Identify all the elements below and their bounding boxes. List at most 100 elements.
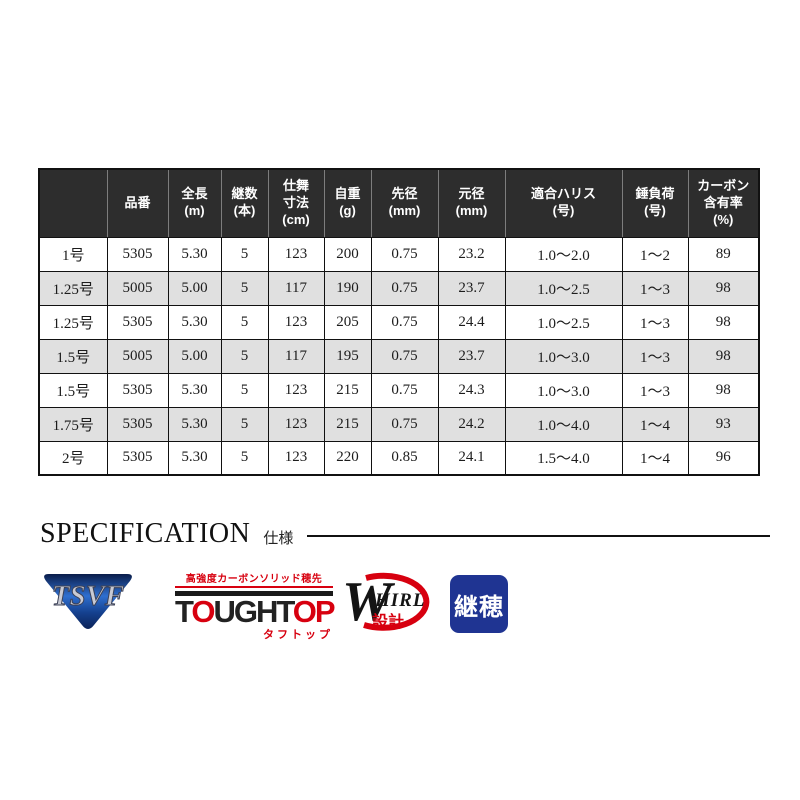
cell: 23.7 xyxy=(437,270,506,306)
col-header-weight: 自重 (g) xyxy=(323,168,372,238)
table-row: 1.25号 5305 5.30 5 123 205 0.75 24.4 1.0〜2.5 1〜3 98 xyxy=(38,304,760,340)
cell: 0.75 xyxy=(370,236,439,272)
cell: 117 xyxy=(267,338,325,374)
toughtop-tagline: 高強度カーボンソリッド穂先 xyxy=(175,570,333,588)
cell: 1.0〜3.0 xyxy=(504,372,623,408)
svg-text:設計: 設計 xyxy=(372,612,404,631)
col-header-butt-diameter: 元径 (mm) xyxy=(437,168,506,238)
col-header-sinker-load: 錘負荷 (号) xyxy=(621,168,689,238)
cell: 1〜3 xyxy=(621,338,689,374)
section-subtitle: 仕様 xyxy=(263,529,294,547)
cell: 190 xyxy=(323,270,372,306)
svg-text:TSVF: TSVF xyxy=(52,580,125,612)
cell: 215 xyxy=(323,406,372,442)
row-label: 1.25号 xyxy=(38,304,108,340)
cell: 89 xyxy=(687,236,760,272)
tsugiho-badge: 継穂 xyxy=(450,575,508,633)
cell: 5005 xyxy=(106,338,169,374)
cell: 98 xyxy=(687,372,760,408)
toughtop-wordmark: TOUGHTOP xyxy=(175,591,336,627)
cell: 5 xyxy=(220,338,269,374)
cell: 5 xyxy=(220,440,269,476)
cell: 98 xyxy=(687,304,760,340)
cell: 96 xyxy=(687,440,760,476)
spec-table-body: 1号 5305 5.30 5 123 200 0.75 23.2 1.0〜2.0 1〜2 89 1.2… xyxy=(38,236,760,476)
toughtop-katakana: タフトップ xyxy=(263,629,333,641)
cell: 5 xyxy=(220,236,269,272)
cell: 5.30 xyxy=(167,440,222,476)
cell: 0.75 xyxy=(370,304,439,340)
cell: 24.2 xyxy=(437,406,506,442)
tsugiho-label: 継穂 xyxy=(454,593,504,621)
cell: 24.4 xyxy=(437,304,506,340)
cell: 1〜3 xyxy=(621,304,689,340)
table-row: 1.25号 5005 5.00 5 117 190 0.75 23.7 1.0〜2.5 1〜3 98 xyxy=(38,270,760,306)
cell: 5 xyxy=(220,372,269,408)
col-header-item-number: 品番 xyxy=(106,168,169,238)
row-label: 1号 xyxy=(38,236,108,272)
cell: 123 xyxy=(267,406,325,442)
cell: 117 xyxy=(267,270,325,306)
col-header-total-length: 全長 (m) xyxy=(167,168,222,238)
cell: 0.75 xyxy=(370,372,439,408)
cell: 123 xyxy=(267,236,325,272)
cell: 1〜4 xyxy=(621,440,689,476)
cell: 5 xyxy=(220,270,269,306)
cell: 24.1 xyxy=(437,440,506,476)
cell: 1.5〜4.0 xyxy=(504,440,623,476)
tsvf-logo: TSVF xyxy=(38,569,138,635)
table-row: 2号 5305 5.30 5 123 220 0.85 24.1 1.5〜4.0 1〜4 96 xyxy=(38,440,760,476)
cell: 98 xyxy=(687,338,760,374)
cell: 1〜2 xyxy=(621,236,689,272)
table-row: 1.5号 5305 5.30 5 123 215 0.75 24.3 1.0〜3.0 1〜3 98 xyxy=(38,372,760,408)
cell: 1.0〜4.0 xyxy=(504,406,623,442)
cell: 5.00 xyxy=(167,270,222,306)
cell: 5305 xyxy=(106,440,169,476)
table-row: 1号 5305 5.30 5 123 200 0.75 23.2 1.0〜2.0 1〜2 89 xyxy=(38,236,760,272)
svg-text:HIRL: HIRL xyxy=(374,590,425,611)
heading-rule xyxy=(307,535,770,537)
table-row: 1.75号 5305 5.30 5 123 215 0.75 24.2 1.0〜4.0 1〜4 93 xyxy=(38,406,760,442)
cell: 215 xyxy=(323,372,372,408)
row-label: 1.5号 xyxy=(38,372,108,408)
svg-text:W: W xyxy=(342,571,396,633)
table-row: 1.5号 5005 5.00 5 117 195 0.75 23.7 1.0〜3.0 1〜3 98 xyxy=(38,338,760,374)
row-label: 2号 xyxy=(38,440,108,476)
row-label: 1.25号 xyxy=(38,270,108,306)
spec-table-header: 品番 全長 (m) 継数 (本) 仕舞 寸法 (cm) 自重 (g) 先径 (m… xyxy=(38,168,760,238)
cell: 23.7 xyxy=(437,338,506,374)
cell: 23.2 xyxy=(437,236,506,272)
cell: 1.0〜2.0 xyxy=(504,236,623,272)
row-label: 1.5号 xyxy=(38,338,108,374)
specification-heading: SPECIFICATION 仕様 xyxy=(40,518,770,550)
row-label: 1.75号 xyxy=(38,406,108,442)
col-header-blank xyxy=(38,168,108,238)
cell: 24.3 xyxy=(437,372,506,408)
cell: 0.75 xyxy=(370,338,439,374)
cell: 5305 xyxy=(106,236,169,272)
cell: 1〜3 xyxy=(621,372,689,408)
section-title: SPECIFICATION xyxy=(40,518,251,549)
cell: 98 xyxy=(687,270,760,306)
cell: 5 xyxy=(220,406,269,442)
cell: 5.00 xyxy=(167,338,222,374)
col-header-closed-length: 仕舞 寸法 (cm) xyxy=(267,168,325,238)
cell: 123 xyxy=(267,304,325,340)
cell: 5.30 xyxy=(167,372,222,408)
cell: 93 xyxy=(687,406,760,442)
whirl-swoosh-icon: W HIRL 設計 xyxy=(342,571,430,633)
cell: 1.0〜2.5 xyxy=(504,304,623,340)
cell: 220 xyxy=(323,440,372,476)
cell: 1〜3 xyxy=(621,270,689,306)
cell: 5.30 xyxy=(167,236,222,272)
cell: 195 xyxy=(323,338,372,374)
header-row: 品番 全長 (m) 継数 (本) 仕舞 寸法 (cm) 自重 (g) 先径 (m… xyxy=(38,168,760,238)
whirl-logo: W HIRL 設計 xyxy=(342,569,444,637)
col-header-sections: 継数 (本) xyxy=(220,168,269,238)
cell: 1.0〜2.5 xyxy=(504,270,623,306)
cell: 1.0〜3.0 xyxy=(504,338,623,374)
tsvf-triangle-icon: TSVF xyxy=(44,574,132,629)
cell: 205 xyxy=(323,304,372,340)
cell: 5305 xyxy=(106,406,169,442)
